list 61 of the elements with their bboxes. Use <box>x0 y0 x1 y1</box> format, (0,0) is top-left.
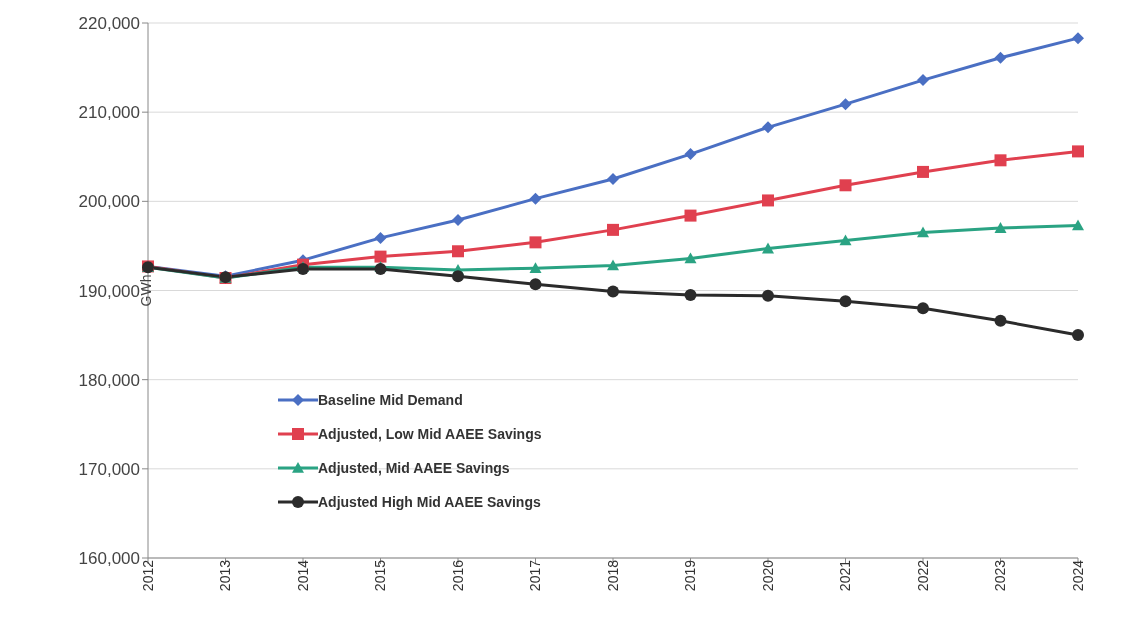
y-tick-label: 170,000 <box>78 459 140 479</box>
point <box>917 302 929 315</box>
x-tick-label: 2015 <box>372 559 389 592</box>
x-tick-label: 2024 <box>1069 559 1086 592</box>
y-tick-label: 190,000 <box>78 281 140 301</box>
point <box>607 173 619 186</box>
y-tick-label: 220,000 <box>78 14 140 34</box>
point <box>1072 32 1084 45</box>
x-tick-label: 2013 <box>217 559 234 592</box>
point <box>529 278 542 291</box>
point <box>374 231 387 244</box>
point <box>607 259 619 271</box>
point <box>994 222 1007 233</box>
point <box>762 194 774 207</box>
x-tick-label: 2016 <box>449 559 466 592</box>
x-tick-label: 2017 <box>527 559 544 592</box>
point <box>762 289 774 302</box>
point <box>994 154 1007 167</box>
point <box>607 285 619 298</box>
point <box>917 226 929 238</box>
legend-label: Adjusted, Mid AAEE Savings <box>318 460 510 476</box>
point <box>839 179 852 192</box>
point <box>839 98 852 111</box>
x-tick-label: 2012 <box>139 559 156 592</box>
point <box>994 314 1007 327</box>
x-tick-label: 2023 <box>992 559 1009 592</box>
point <box>529 236 542 249</box>
point <box>762 121 774 134</box>
point <box>762 242 774 254</box>
y-tick-label: 200,000 <box>78 192 140 212</box>
point <box>994 51 1007 64</box>
point <box>374 250 387 263</box>
point <box>839 295 852 308</box>
point <box>1072 219 1084 231</box>
point <box>684 252 697 264</box>
point <box>452 214 464 227</box>
legend-label: Adjusted High Mid AAEE Savings <box>318 494 541 510</box>
x-tick-label: 2020 <box>759 559 776 592</box>
point <box>684 288 697 301</box>
x-tick-label: 2022 <box>914 559 931 592</box>
point <box>684 148 697 161</box>
point <box>684 209 697 222</box>
y-tick-label: 180,000 <box>78 370 140 390</box>
point <box>452 270 464 283</box>
x-tick-label: 2014 <box>294 559 311 592</box>
point <box>1072 145 1084 158</box>
point <box>529 262 542 274</box>
point <box>917 74 929 87</box>
y-tick-label: 210,000 <box>78 103 140 123</box>
point <box>607 223 619 236</box>
point <box>917 165 929 178</box>
x-tick-label: 2018 <box>604 559 621 592</box>
x-tick-label: 2019 <box>682 559 699 592</box>
legend-label: Baseline Mid Demand <box>318 392 463 408</box>
legend-label: Adjusted, Low Mid AAEE Savings <box>318 426 542 442</box>
x-tick-label: 2021 <box>837 559 854 592</box>
point <box>839 234 852 246</box>
y-tick-label: 160,000 <box>78 549 140 569</box>
point <box>452 245 464 258</box>
point <box>529 192 542 205</box>
point <box>1072 329 1084 342</box>
